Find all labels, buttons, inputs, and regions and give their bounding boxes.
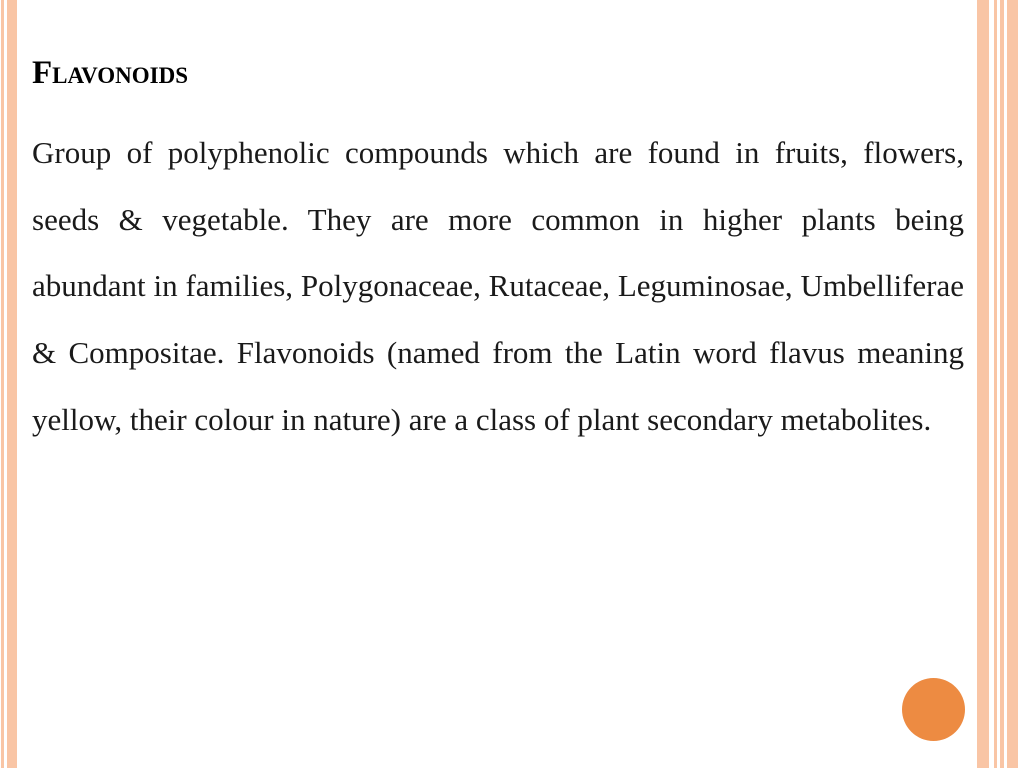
decorative-border-left — [1, 0, 4, 768]
slide-content: Flavonoids Group of polyphenolic compoun… — [32, 55, 964, 453]
decorative-border-right — [994, 0, 997, 768]
slide-heading: Flavonoids — [32, 55, 964, 92]
decorative-circle — [902, 678, 965, 741]
decorative-border-right — [977, 0, 989, 768]
decorative-border-left — [7, 0, 17, 768]
slide-body-text: Group of polyphenolic compounds which ar… — [32, 120, 964, 453]
decorative-border-right — [1007, 0, 1018, 768]
decorative-border-right — [1000, 0, 1004, 768]
